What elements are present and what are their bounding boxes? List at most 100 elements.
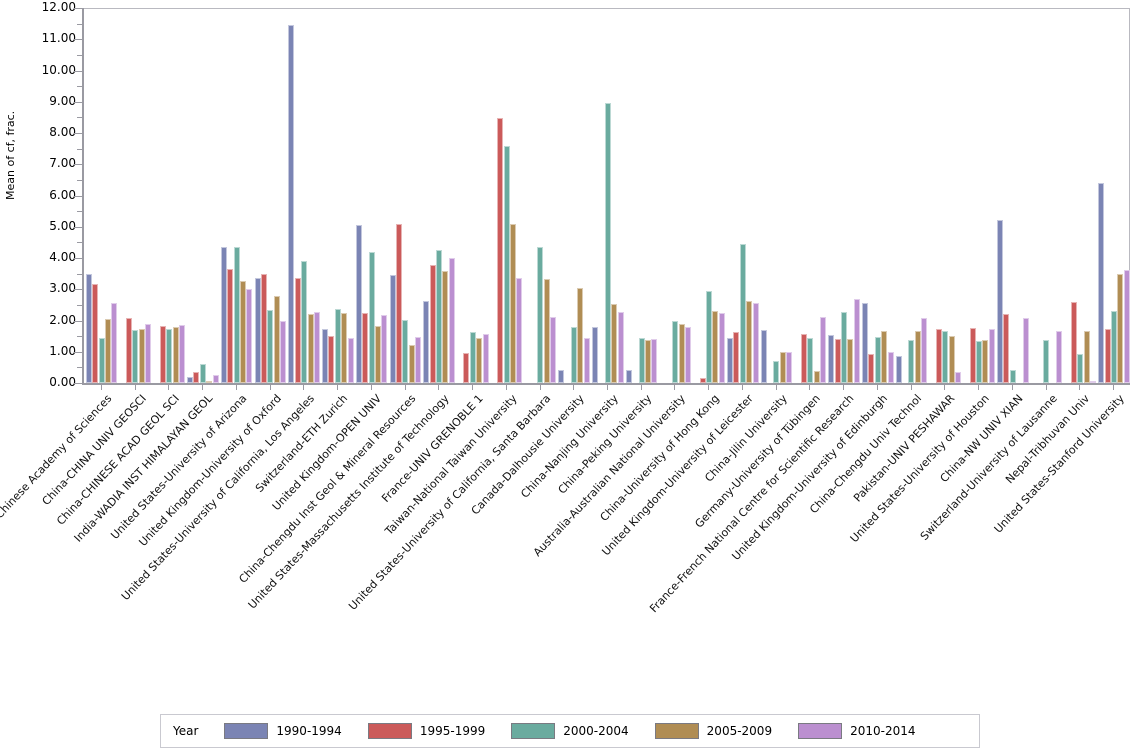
x-axis-tick — [640, 385, 642, 390]
bar-group — [455, 8, 489, 383]
x-axis-tick — [1045, 385, 1047, 390]
y-axis-tick — [74, 289, 82, 291]
legend-item[interactable]: 2005-2009 — [654, 723, 773, 739]
y-axis-minor-tick — [77, 117, 82, 119]
y-axis-tick — [74, 133, 82, 134]
bar — [334, 308, 341, 383]
y-axis-tick-label: 11.00 — [41, 31, 76, 46]
bar — [611, 304, 618, 383]
bar — [1009, 369, 1016, 383]
bar-group — [894, 8, 928, 383]
y-axis-tick-labels: 0.00 1.00 2.00 3.00 4.00 5.00 6.00 7.00 8.00 9.00… — [26, 0, 76, 400]
x-axis-tick — [674, 385, 676, 390]
bar — [739, 243, 746, 383]
bar-group — [354, 8, 388, 383]
bar — [550, 317, 557, 383]
bar — [509, 224, 516, 383]
y-axis-tick — [74, 258, 82, 259]
bar — [246, 288, 253, 383]
y-axis-tick-label: 4.00 — [49, 250, 76, 264]
bar — [874, 336, 881, 383]
bar — [1089, 380, 1096, 383]
x-axis-tick — [1113, 385, 1115, 390]
legend-item[interactable]: 1995-1999 — [367, 723, 486, 739]
bar — [381, 314, 388, 383]
bar-group — [793, 8, 827, 383]
bar — [429, 264, 436, 383]
y-axis-minor-tick — [77, 367, 82, 369]
bar — [469, 332, 476, 383]
bar — [543, 279, 550, 383]
bar — [497, 118, 504, 383]
bar — [712, 310, 719, 383]
bar — [914, 330, 921, 383]
bar-group — [253, 8, 287, 383]
y-axis-tick-label: 0.00 — [49, 375, 76, 389]
bar — [138, 329, 145, 383]
bar — [442, 270, 449, 383]
bar-group — [826, 8, 860, 383]
bar — [773, 360, 780, 383]
bar — [1117, 274, 1124, 383]
bar — [678, 324, 685, 383]
x-axis-tick — [573, 385, 575, 390]
bar — [220, 247, 227, 383]
bar — [1104, 329, 1111, 383]
bar — [881, 330, 888, 383]
bar-group — [691, 8, 725, 383]
y-axis-tick-label: 7.00 — [49, 156, 76, 171]
bar — [159, 326, 166, 383]
bar — [672, 321, 679, 383]
x-axis-tick — [404, 385, 406, 390]
legend-item-label: 2010-2014 — [850, 724, 916, 738]
bar-group — [590, 8, 624, 383]
x-axis-line — [82, 383, 1130, 385]
bar-group — [658, 8, 692, 383]
y-axis-tick — [74, 164, 82, 166]
bar — [1098, 183, 1105, 383]
bar — [834, 338, 841, 383]
legend-title: Year — [173, 724, 199, 738]
bar — [313, 311, 320, 383]
bar — [145, 324, 152, 383]
y-axis-tick — [74, 320, 82, 322]
bar — [476, 337, 483, 383]
bar-group — [421, 8, 455, 383]
bar — [988, 329, 995, 383]
bar — [779, 351, 786, 383]
x-axis-tick — [505, 385, 507, 390]
bar — [853, 299, 860, 383]
x-axis-tick — [809, 385, 811, 390]
legend-swatch-icon — [798, 723, 843, 739]
bar — [571, 327, 578, 383]
legend-item-label: 1995-1999 — [419, 724, 486, 738]
bar — [752, 303, 759, 383]
plot-area — [84, 8, 1130, 383]
x-axis-tick — [843, 385, 845, 390]
legend-item-label: 2005-2009 — [706, 724, 773, 738]
x-axis-tick — [438, 385, 440, 390]
bar — [813, 371, 820, 383]
legend-item[interactable]: 2010-2014 — [798, 723, 916, 739]
legend-item[interactable]: 2000-2004 — [511, 723, 629, 739]
bar — [685, 327, 692, 383]
bar — [199, 363, 206, 383]
legend-item[interactable]: 1990-1994 — [224, 723, 342, 739]
y-axis-minor-tick — [77, 336, 82, 338]
bar — [577, 287, 584, 383]
bar — [969, 328, 976, 383]
x-axis-tick — [978, 385, 980, 390]
bar — [1043, 339, 1050, 383]
bar — [942, 331, 949, 383]
x-axis-category-label: United Kingdom-University of Edinburgh — [729, 392, 890, 563]
bar-group — [725, 8, 759, 383]
bar — [840, 311, 847, 383]
bar — [260, 274, 267, 383]
bar-group — [84, 8, 118, 383]
bar-group — [151, 8, 185, 383]
bar — [921, 318, 928, 383]
chart-legend: Year 1990-1994 1995-1999 2000-2004 2005-200… — [160, 714, 980, 748]
bar — [362, 312, 369, 383]
bar — [328, 336, 335, 383]
bar — [828, 334, 835, 383]
